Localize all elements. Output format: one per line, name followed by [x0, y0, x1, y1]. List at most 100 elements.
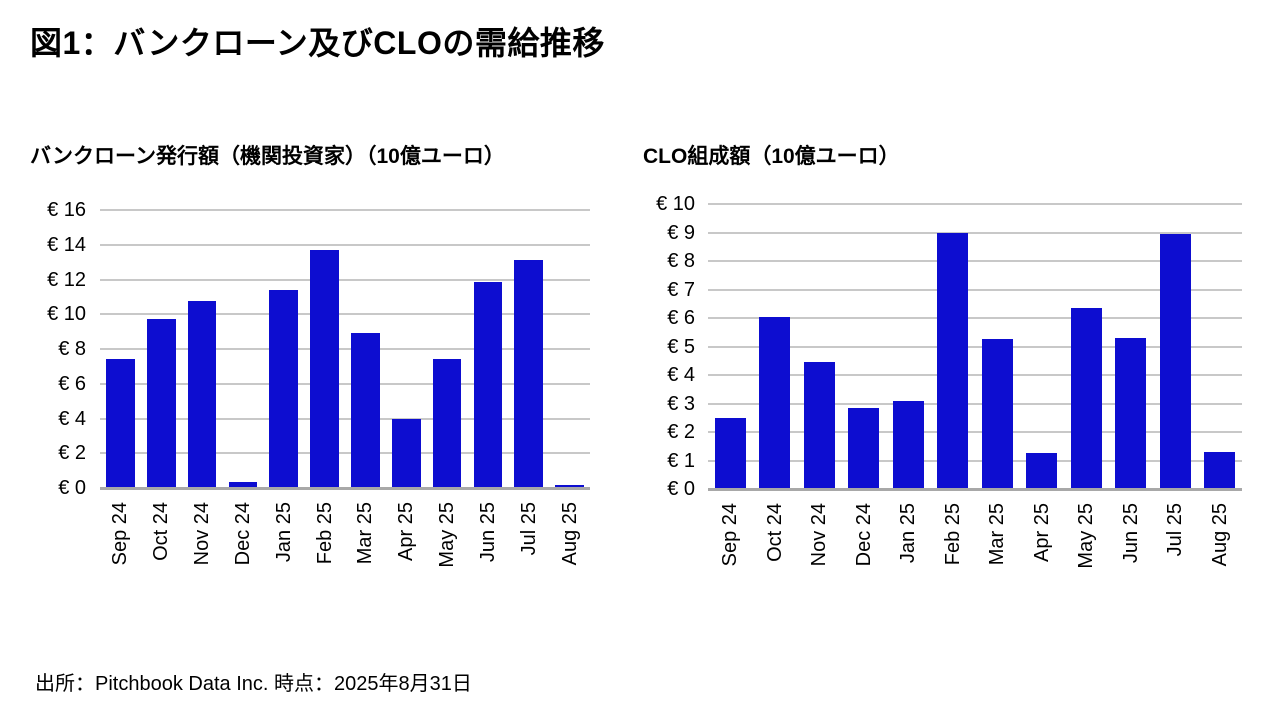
- y-axis-tick-label: € 14: [47, 233, 86, 256]
- x-axis-label: Feb 25: [941, 503, 964, 566]
- bar-feb-25: [310, 249, 339, 488]
- y-axis-tick-label: € 0: [667, 478, 695, 500]
- x-axis-label: Jun 25: [1119, 503, 1142, 564]
- gridline: [100, 243, 590, 246]
- y-axis-tick-label: € 10: [656, 193, 695, 215]
- x-axis-label-slot: Nov 24: [797, 503, 842, 608]
- clo-chart-title: CLO組成額（10億ユーロ）: [643, 145, 900, 168]
- x-axis-label: May 25: [436, 502, 459, 568]
- bar-may-25: [432, 359, 462, 488]
- x-axis-label: Jul 25: [517, 502, 540, 556]
- bar-sep-24: [106, 359, 135, 488]
- gridline: [100, 417, 590, 420]
- x-axis-label: May 25: [1075, 503, 1098, 569]
- x-axis-label-slot: Feb 25: [931, 503, 976, 608]
- x-axis-label: Nov 24: [191, 502, 214, 566]
- clo-issuance-chart: CLO組成額（10億ユーロ） € 0 € 1 € 2 € 3 € 4 € 5 € 6 € 7 €…: [643, 140, 1248, 610]
- x-axis-label: Jan 25: [272, 502, 295, 563]
- x-axis-label-slot: Sep 24: [708, 503, 753, 608]
- bar-oct-24: [759, 316, 791, 489]
- y-axis-tick-label: € 12: [47, 268, 86, 291]
- y-axis-tick-label: € 8: [58, 338, 86, 360]
- x-axis-label: Oct 24: [150, 502, 173, 561]
- x-axis-label-slot: Dec 24: [223, 502, 264, 607]
- x-axis-label-slot: May 25: [427, 502, 468, 607]
- bar-oct-24: [146, 318, 176, 488]
- x-axis-label: Sep 24: [719, 503, 742, 567]
- x-axis-label-slot: Aug 25: [549, 502, 590, 607]
- x-axis-label-slot: Sep 24: [100, 502, 141, 607]
- x-axis-label: Feb 25: [313, 502, 336, 565]
- gridline: [708, 431, 1242, 433]
- y-axis-tick-label: € 5: [667, 335, 695, 358]
- y-axis-tick-label: € 16: [47, 199, 86, 221]
- gridline: [100, 313, 590, 316]
- gridline: [708, 459, 1242, 462]
- bar-jun-25: [1115, 337, 1147, 489]
- bar-nov-24: [803, 362, 835, 489]
- bar-dec-24: [228, 481, 258, 488]
- gridline: [100, 278, 590, 281]
- bar-apr-25: [1026, 453, 1058, 489]
- gridline: [708, 203, 1242, 205]
- bank-loan-chart-title: バンクローン発行額（機関投資家）（10億ユーロ）: [30, 145, 505, 168]
- bar-jul-25: [514, 260, 544, 488]
- x-axis-label: Sep 24: [109, 502, 132, 566]
- bar-jan-25: [892, 400, 924, 489]
- gridline: [708, 260, 1242, 262]
- x-axis-label-slot: Mar 25: [345, 502, 386, 607]
- x-axis-label-slot: Dec 24: [842, 503, 887, 608]
- x-axis-label-slot: Jul 25: [1153, 503, 1198, 608]
- x-axis-label-slot: May 25: [1064, 503, 1109, 608]
- y-axis-tick-label: € 6: [58, 372, 86, 395]
- x-axis-label-slot: Jan 25: [263, 502, 304, 607]
- x-axis-label: Mar 25: [354, 502, 377, 565]
- gridline: [100, 452, 590, 455]
- x-axis-label: Dec 24: [852, 503, 875, 567]
- gridline: [100, 209, 590, 211]
- x-axis-label: Oct 24: [763, 503, 786, 562]
- x-axis-label: Aug 25: [558, 502, 581, 566]
- y-axis-tick-label: € 4: [58, 407, 86, 430]
- y-axis-tick-label: € 7: [667, 278, 695, 301]
- y-axis-tick-label: € 0: [58, 477, 86, 499]
- x-axis-line: [708, 488, 1242, 491]
- bar-sep-24: [714, 417, 746, 489]
- x-axis-label-slot: Jul 25: [508, 502, 549, 607]
- bar-aug-25: [555, 484, 584, 488]
- gridline: [708, 402, 1242, 405]
- gridline: [708, 317, 1242, 319]
- bar-jan-25: [269, 289, 299, 488]
- bar-mar-25: [351, 333, 380, 488]
- x-axis-label-slot: Jan 25: [886, 503, 931, 608]
- x-axis-label: Aug 25: [1208, 503, 1231, 567]
- figure-title: 図1：バンクローン及びCLOの需給推移: [30, 25, 605, 61]
- clo-plot-area: € 0 € 1 € 2 € 3 € 4 € 5 € 6 € 7 € 8 € 9 € 10 Sep 24…: [643, 140, 1248, 610]
- x-axis-label: Mar 25: [986, 503, 1009, 566]
- gridline: [708, 288, 1242, 291]
- x-axis-label-slot: Oct 24: [141, 502, 182, 607]
- x-axis-line: [100, 487, 590, 490]
- gridline: [708, 374, 1242, 376]
- x-axis-label-slot: Mar 25: [975, 503, 1020, 608]
- y-axis-tick-label: € 8: [667, 250, 695, 272]
- bar-feb-25: [937, 232, 969, 489]
- x-axis-label: Nov 24: [808, 503, 831, 567]
- y-axis-tick-label: € 1: [667, 449, 695, 472]
- bank-loan-issuance-chart: バンクローン発行額（機関投資家）（10億ユーロ） € 0 € 2 € 4 € 6 € 8…: [30, 140, 605, 610]
- source-note: 出所：Pitchbook Data Inc. 時点：2025年8月31日: [35, 673, 472, 695]
- x-axis-label-slot: Oct 24: [753, 503, 798, 608]
- x-axis-label: Apr 25: [395, 502, 418, 561]
- gridline: [708, 231, 1242, 234]
- bar-mar-25: [981, 339, 1013, 489]
- bar-apr-25: [391, 418, 421, 488]
- y-axis-tick-label: € 3: [667, 392, 695, 415]
- x-axis-label-slot: Jun 25: [1109, 503, 1154, 608]
- x-axis-label-slot: Apr 25: [386, 502, 427, 607]
- x-axis-label: Apr 25: [1030, 503, 1053, 562]
- bar-nov-24: [187, 301, 217, 488]
- y-axis-tick-label: € 2: [667, 421, 695, 443]
- x-axis-label-slot: Aug 25: [1198, 503, 1243, 608]
- y-axis-tick-label: € 6: [667, 307, 695, 329]
- x-axis-label: Jan 25: [897, 503, 920, 564]
